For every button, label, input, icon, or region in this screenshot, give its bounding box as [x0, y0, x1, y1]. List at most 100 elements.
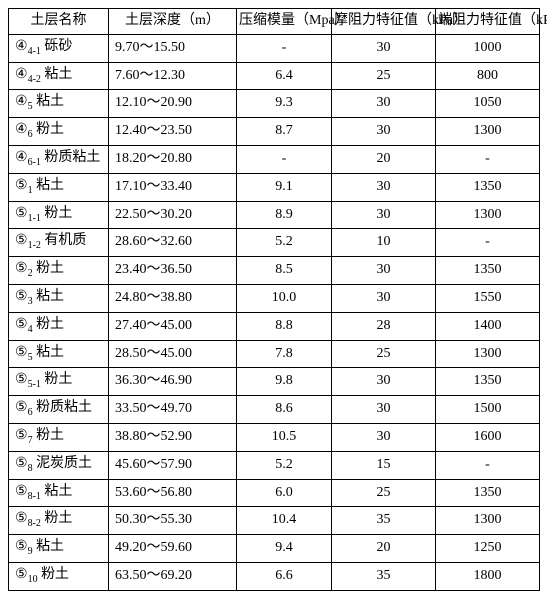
- cell-friction: 30: [332, 118, 436, 146]
- cell-comp-modulus: -: [237, 145, 332, 173]
- cell-layer-depth: 63.50～69.20: [109, 562, 237, 590]
- cell-layer-name: ⑤9 粘土: [9, 535, 109, 563]
- cell-comp-modulus: 6.4: [237, 62, 332, 90]
- col-layer-depth: 土层深度（m）: [109, 9, 237, 35]
- cell-layer-depth: 49.20～59.60: [109, 535, 237, 563]
- cell-tip: 1050: [436, 90, 540, 118]
- cell-layer-name: ⑤6 粉质粘土: [9, 396, 109, 424]
- cell-friction: 30: [332, 423, 436, 451]
- cell-layer-name: ④6 粉土: [9, 118, 109, 146]
- cell-friction: 35: [332, 562, 436, 590]
- table-row: ⑤5-1 粉土36.30～46.909.8301350: [9, 368, 540, 396]
- cell-tip: 1300: [436, 340, 540, 368]
- cell-friction: 30: [332, 201, 436, 229]
- cell-comp-modulus: 10.5: [237, 423, 332, 451]
- cell-tip: 1400: [436, 312, 540, 340]
- cell-tip: 800: [436, 62, 540, 90]
- cell-tip: 1250: [436, 535, 540, 563]
- cell-comp-modulus: 5.2: [237, 229, 332, 257]
- table-row: ④6 粉土12.40～23.508.7301300: [9, 118, 540, 146]
- cell-tip: 1800: [436, 562, 540, 590]
- cell-comp-modulus: 8.8: [237, 312, 332, 340]
- cell-layer-name: ⑤5 粘土: [9, 340, 109, 368]
- cell-tip: 1350: [436, 368, 540, 396]
- table-row: ⑤8 泥炭质土45.60～57.905.215-: [9, 451, 540, 479]
- table-row: ⑤9 粘土49.20～59.609.4201250: [9, 535, 540, 563]
- cell-friction: 15: [332, 451, 436, 479]
- cell-layer-depth: 28.50～45.00: [109, 340, 237, 368]
- cell-layer-name: ⑤2 粉土: [9, 257, 109, 285]
- cell-comp-modulus: -: [237, 34, 332, 62]
- cell-layer-name: ④4-1 砾砂: [9, 34, 109, 62]
- cell-tip: 1350: [436, 257, 540, 285]
- cell-layer-name: ⑤8 泥炭质土: [9, 451, 109, 479]
- cell-comp-modulus: 9.8: [237, 368, 332, 396]
- cell-layer-depth: 53.60～56.80: [109, 479, 237, 507]
- cell-comp-modulus: 8.5: [237, 257, 332, 285]
- cell-layer-depth: 18.20～20.80: [109, 145, 237, 173]
- cell-layer-name: ④5 粘土: [9, 90, 109, 118]
- cell-layer-name: ⑤8-1 粘土: [9, 479, 109, 507]
- cell-comp-modulus: 7.8: [237, 340, 332, 368]
- cell-friction: 30: [332, 173, 436, 201]
- cell-comp-modulus: 10.4: [237, 507, 332, 535]
- cell-layer-depth: 50.30～55.30: [109, 507, 237, 535]
- cell-layer-depth: 45.60～57.90: [109, 451, 237, 479]
- cell-friction: 25: [332, 479, 436, 507]
- table-row: ④5 粘土12.10～20.909.3301050: [9, 90, 540, 118]
- cell-tip: 1350: [436, 479, 540, 507]
- cell-comp-modulus: 6.0: [237, 479, 332, 507]
- table-row: ⑤2 粉土23.40～36.508.5301350: [9, 257, 540, 285]
- table-row: ⑤10 粉土63.50～69.206.6351800: [9, 562, 540, 590]
- cell-tip: 1500: [436, 396, 540, 424]
- cell-tip: 1350: [436, 173, 540, 201]
- cell-layer-name: ⑤1-2 有机质: [9, 229, 109, 257]
- cell-layer-name: ⑤10 粉土: [9, 562, 109, 590]
- cell-friction: 30: [332, 257, 436, 285]
- cell-tip: 1000: [436, 34, 540, 62]
- cell-friction: 20: [332, 145, 436, 173]
- cell-tip: 1300: [436, 507, 540, 535]
- cell-tip: 1600: [436, 423, 540, 451]
- cell-comp-modulus: 5.2: [237, 451, 332, 479]
- cell-layer-name: ④4-2 粘土: [9, 62, 109, 90]
- cell-friction: 25: [332, 62, 436, 90]
- table-row: ⑤1-1 粉土22.50～30.208.9301300: [9, 201, 540, 229]
- cell-tip: -: [436, 451, 540, 479]
- cell-friction: 30: [332, 368, 436, 396]
- cell-friction: 35: [332, 507, 436, 535]
- cell-layer-name: ④6-1 粉质粘土: [9, 145, 109, 173]
- cell-friction: 28: [332, 312, 436, 340]
- table-row: ⑤6 粉质粘土33.50～49.708.6301500: [9, 396, 540, 424]
- table-row: ⑤5 粘土28.50～45.007.8251300: [9, 340, 540, 368]
- cell-layer-depth: 36.30～46.90: [109, 368, 237, 396]
- col-friction: 摩阻力特征值（kPa）: [332, 9, 436, 35]
- cell-comp-modulus: 9.4: [237, 535, 332, 563]
- cell-friction: 30: [332, 284, 436, 312]
- cell-comp-modulus: 9.1: [237, 173, 332, 201]
- table-row: ⑤8-2 粉土50.30～55.3010.4351300: [9, 507, 540, 535]
- table-row: ⑤7 粉土38.80～52.9010.5301600: [9, 423, 540, 451]
- cell-layer-depth: 23.40～36.50: [109, 257, 237, 285]
- table-header: 土层名称 土层深度（m） 压缩模量（Mpa） 摩阻力特征值（kPa） 端阻力特征…: [9, 9, 540, 35]
- cell-tip: 1300: [436, 118, 540, 146]
- cell-layer-depth: 12.40～23.50: [109, 118, 237, 146]
- cell-comp-modulus: 8.7: [237, 118, 332, 146]
- cell-layer-depth: 17.10～33.40: [109, 173, 237, 201]
- table-row: ④4-1 砾砂9.70～15.50-301000: [9, 34, 540, 62]
- table-row: ⑤3 粘土24.80～38.8010.0301550: [9, 284, 540, 312]
- cell-friction: 30: [332, 396, 436, 424]
- cell-comp-modulus: 10.0: [237, 284, 332, 312]
- col-tip: 端阻力特征值（kPa）: [436, 9, 540, 35]
- cell-layer-name: ⑤8-2 粉土: [9, 507, 109, 535]
- table-row: ⑤4 粉土27.40～45.008.8281400: [9, 312, 540, 340]
- cell-layer-name: ⑤4 粉土: [9, 312, 109, 340]
- cell-tip: -: [436, 229, 540, 257]
- table-row: ④6-1 粉质粘土18.20～20.80-20-: [9, 145, 540, 173]
- table-row: ⑤1 粘土17.10～33.409.1301350: [9, 173, 540, 201]
- cell-friction: 30: [332, 90, 436, 118]
- cell-layer-depth: 22.50～30.20: [109, 201, 237, 229]
- cell-layer-name: ⑤1-1 粉土: [9, 201, 109, 229]
- cell-layer-depth: 9.70～15.50: [109, 34, 237, 62]
- cell-layer-name: ⑤3 粘土: [9, 284, 109, 312]
